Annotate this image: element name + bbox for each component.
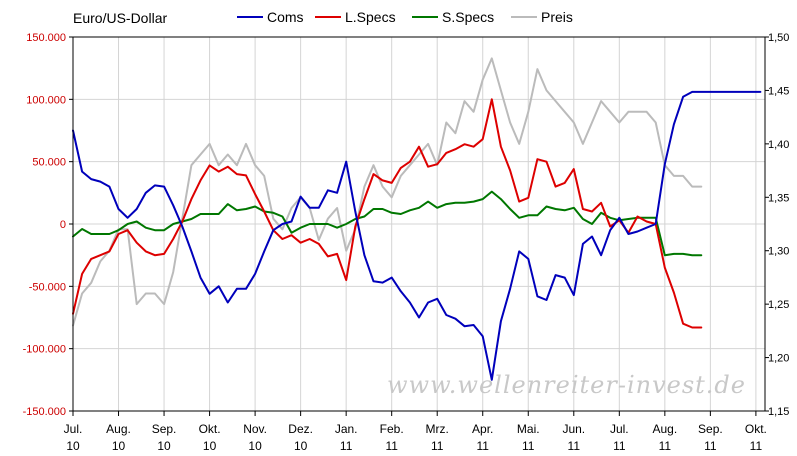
x-tick-month: Dez. [288, 422, 313, 436]
x-tick-year: 11 [385, 439, 398, 453]
x-tick-month: Jul. [610, 422, 629, 436]
left-tick-label: 50.000 [32, 157, 66, 169]
right-tick-label: 1,30 [768, 246, 789, 258]
x-tick-month: Sep. [698, 422, 723, 436]
x-tick-year: 10 [248, 439, 262, 453]
x-tick-month: Apr. [472, 422, 493, 436]
legend-label: L.Specs [345, 9, 396, 25]
x-tick-month: Sep. [152, 422, 177, 436]
x-tick-year: 10 [294, 439, 308, 453]
left-tick-label: -50.000 [29, 281, 66, 293]
x-tick-month: Jan. [335, 422, 358, 436]
x-tick-month: Aug. [106, 422, 131, 436]
x-tick-month: Feb. [380, 422, 404, 436]
left-tick-label: 150.000 [26, 32, 66, 44]
watermark: www.wellenreiter-invest.de [387, 371, 746, 399]
x-tick-year: 11 [431, 439, 444, 453]
legend-label: S.Specs [442, 9, 494, 25]
legend-label: Preis [541, 9, 573, 25]
x-tick-month: Mrz. [426, 422, 449, 436]
x-tick-month: Nov. [243, 422, 267, 436]
x-tick-month: Mai. [517, 422, 540, 436]
right-tick-label: 1,35 [768, 192, 789, 204]
x-tick-year: 11 [477, 439, 490, 453]
series-line-l-specs [72, 98, 703, 329]
x-tick-month: Aug. [652, 422, 677, 436]
left-tick-label: -100.000 [23, 344, 66, 356]
x-tick-month: Jul. [64, 422, 83, 436]
x-tick-month: Jun. [562, 422, 585, 436]
right-tick-label: 1,20 [768, 353, 789, 365]
x-tick-year: 11 [568, 439, 581, 453]
legend: Coms L.Specs S.Specs Preis [237, 9, 573, 25]
right-tick-label: 1,40 [768, 139, 789, 151]
legend-label: Coms [267, 9, 304, 25]
right-tick-label: 1,15 [768, 406, 789, 418]
x-tick-year: 11 [522, 439, 535, 453]
right-axis: 1,50 1,45 1,40 1,35 1,30 1,25 1,20 1,15 [765, 32, 789, 418]
left-tick-label: 0 [60, 219, 66, 231]
x-axis: Jul. 10 Aug. 10 Sep. 10 Okt. 10 Nov. 10 Dez. 10 Jan.… [64, 411, 767, 453]
series-line-coms [72, 90, 762, 381]
x-tick-month: Okt. [199, 422, 221, 436]
series-layer [72, 57, 762, 381]
x-tick-year: 10 [203, 439, 217, 453]
x-tick-year: 10 [157, 439, 171, 453]
x-tick-year: 10 [112, 439, 126, 453]
right-tick-label: 1,50 [768, 32, 789, 44]
series-line-preis [72, 57, 703, 327]
left-tick-label: 100.000 [26, 94, 66, 106]
chart-title: Euro/US-Dollar [73, 10, 167, 26]
x-tick-year: 10 [66, 439, 80, 453]
series-line-s-specs [72, 190, 703, 257]
x-tick-year: 11 [659, 439, 672, 453]
x-tick-year: 11 [750, 439, 763, 453]
left-axis: 150.000 100.000 50.000 0 -50.000 -100.000 -150… [23, 32, 73, 418]
x-tick-month: Okt. [745, 422, 767, 436]
x-tick-year: 11 [613, 439, 626, 453]
x-tick-year: 11 [704, 439, 717, 453]
right-tick-label: 1,45 [768, 85, 789, 97]
left-tick-label: -150.000 [23, 406, 66, 418]
x-tick-year: 11 [340, 439, 353, 453]
right-tick-label: 1,25 [768, 299, 789, 311]
